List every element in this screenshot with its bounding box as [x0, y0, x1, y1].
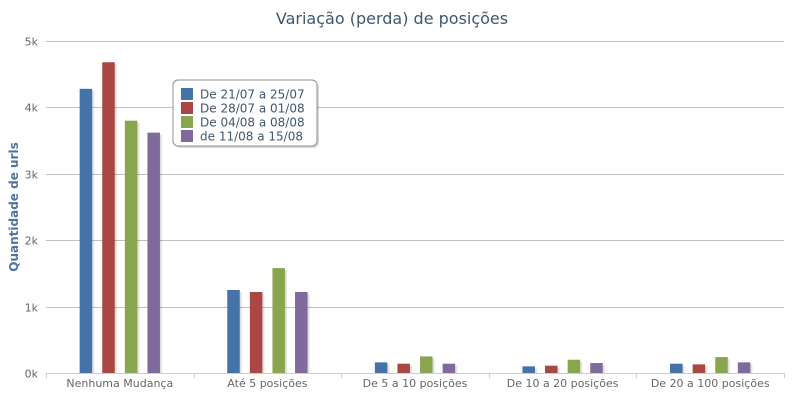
y-tick-label: 0k	[25, 368, 39, 381]
x-axis: Nenhuma Mudança Até 5 posições De 5 a 10 p…	[46, 373, 785, 390]
y-tick-label: 4k	[25, 102, 39, 115]
bar[interactable]	[249, 291, 263, 373]
bar[interactable]	[272, 268, 285, 373]
y-tick-label: 3k	[25, 169, 39, 182]
bar[interactable]	[374, 362, 388, 373]
bar[interactable]	[147, 132, 160, 373]
bar[interactable]	[737, 362, 751, 373]
legend-swatch[interactable]	[181, 102, 193, 114]
y-axis-ticks: 0k 1k 2k 3k 4k 5k	[25, 36, 39, 381]
legend-swatch[interactable]	[181, 130, 193, 142]
bar[interactable]	[79, 88, 93, 374]
y-tick-label: 2k	[25, 235, 39, 248]
bar[interactable]	[590, 363, 603, 373]
bar[interactable]	[670, 363, 683, 373]
y-tick-label: 5k	[25, 36, 39, 49]
y-tick-label: 1k	[25, 302, 39, 315]
y-axis-label: Quantidade de urls	[7, 142, 21, 271]
bar[interactable]	[397, 363, 410, 373]
legend-item-label[interactable]: De 04/08 a 08/08	[200, 116, 305, 130]
bar[interactable]	[692, 364, 706, 373]
x-tick-label: De 5 a 10 posições	[363, 377, 468, 390]
legend-box	[172, 79, 318, 147]
x-tick-label: Nenhuma Mudança	[66, 377, 173, 390]
legend-item-label[interactable]: de 11/08 a 15/08	[200, 130, 303, 144]
bar[interactable]	[715, 357, 728, 373]
gridlines	[46, 41, 784, 308]
legend-item-label[interactable]: De 28/07 a 01/08	[200, 102, 305, 116]
x-tick-label: De 10 a 20 posições	[507, 377, 619, 390]
bar[interactable]	[442, 363, 456, 373]
bar[interactable]	[295, 291, 308, 373]
x-tick-label: Até 5 posições	[227, 377, 307, 390]
legend-swatch[interactable]	[181, 116, 193, 128]
bar[interactable]	[420, 356, 433, 373]
x-tick-label: De 20 a 100 posições	[651, 377, 770, 390]
chart-title: Variação (perda) de posições	[276, 9, 508, 28]
bar[interactable]	[545, 365, 558, 373]
legend-swatch[interactable]	[181, 88, 193, 100]
legend-item-label[interactable]: De 21/07 a 25/07	[200, 88, 305, 102]
bar[interactable]	[522, 366, 535, 373]
bar[interactable]	[567, 359, 581, 373]
bars	[79, 62, 753, 374]
bar[interactable]	[102, 62, 115, 374]
bar[interactable]	[124, 120, 138, 374]
bar[interactable]	[227, 290, 240, 373]
